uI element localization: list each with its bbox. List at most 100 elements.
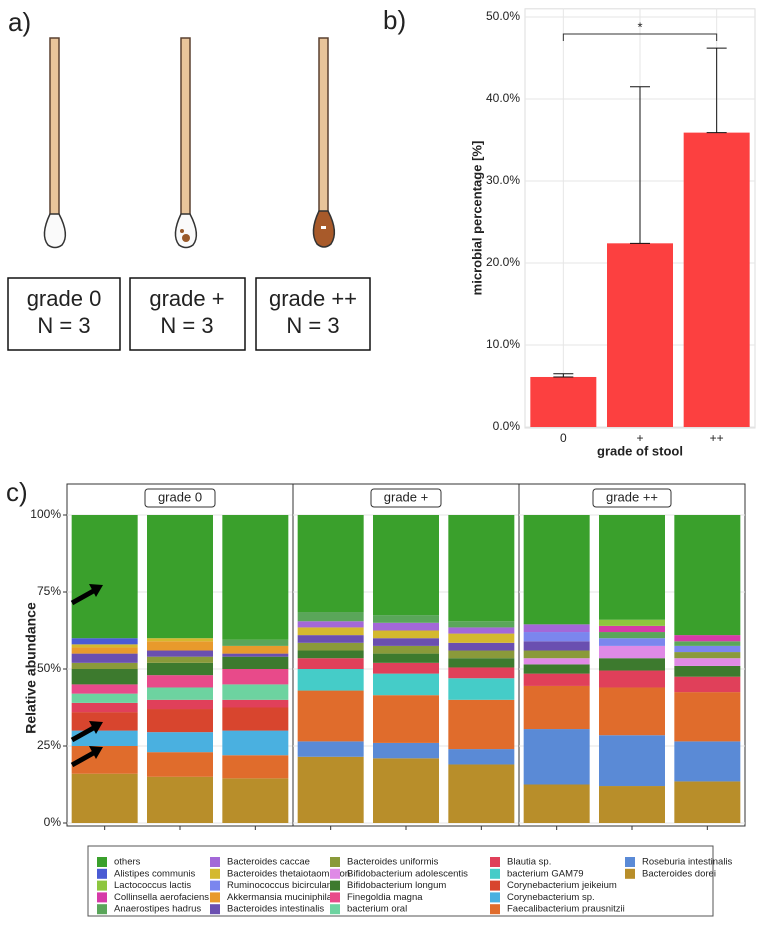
legend-label: Corynebacterium sp. — [507, 892, 595, 903]
bar-segment — [222, 653, 289, 657]
bar-segment — [373, 758, 439, 823]
bar-segment — [71, 638, 138, 645]
bar-segment — [674, 741, 741, 782]
bar-segment — [373, 653, 439, 663]
bar-segment — [297, 621, 364, 628]
bar-segment — [599, 687, 665, 736]
bar-segment — [523, 784, 590, 823]
bar-segment — [71, 684, 138, 694]
bar-segment — [222, 778, 289, 823]
bar-segment — [71, 662, 138, 669]
arrow-head — [89, 721, 103, 734]
legend-box — [87, 845, 714, 917]
bar-segment — [222, 707, 289, 731]
legend-swatch — [97, 892, 107, 903]
facet-label: grade + — [384, 489, 428, 504]
arrow — [70, 586, 99, 606]
legend-label: Bifidobacterium adolescentis — [347, 868, 468, 879]
bar-segment — [674, 676, 741, 693]
y-tick-label: 0.0% — [493, 419, 521, 433]
x-tick-label: ++ — [710, 431, 724, 445]
bar-segment — [448, 515, 515, 622]
bar-segment — [222, 639, 289, 646]
bar-segment — [222, 699, 289, 708]
bar-segment — [147, 641, 213, 651]
bar-segment — [71, 669, 138, 685]
arrow-head — [89, 584, 103, 597]
grade-box — [129, 277, 246, 351]
bar-segment — [71, 773, 138, 823]
bar-segment — [373, 695, 439, 743]
bar-segment — [448, 633, 515, 643]
bar-segment — [448, 764, 515, 823]
facet-label: grade ++ — [606, 489, 658, 504]
bar-segment — [147, 638, 213, 642]
bar-segment — [297, 642, 364, 651]
bar-segment — [222, 656, 289, 669]
swab — [43, 37, 67, 249]
bar-segment — [222, 645, 289, 654]
bar-segment — [297, 690, 364, 742]
significance-label: * — [637, 19, 642, 34]
facet-strip — [370, 488, 442, 508]
bar-segment — [297, 650, 364, 659]
facet-strip — [144, 488, 216, 508]
facet-strip — [592, 488, 672, 508]
bar-segment — [71, 693, 138, 703]
bar-segment — [222, 515, 289, 640]
bar-segment — [373, 645, 439, 654]
sample-count: N = 3 — [286, 313, 339, 338]
panel-label: c) — [6, 477, 28, 507]
bar-segment — [373, 662, 439, 674]
legend-label: bacterium GAM79 — [507, 868, 584, 879]
legend-label: Collinsella aerofaciens — [114, 892, 209, 903]
y-tick-label: 25% — [37, 738, 61, 752]
panel-label: a) — [8, 7, 31, 37]
bar-segment — [674, 692, 741, 742]
bar-segment — [373, 622, 439, 631]
bar-segment — [448, 667, 515, 679]
bar-segment — [147, 656, 213, 663]
bar-segment — [373, 638, 439, 646]
legend-label: Bifidobacterium longum — [347, 880, 446, 891]
legend-swatch — [97, 880, 107, 891]
bar-segment — [448, 699, 515, 750]
bar-segment — [71, 644, 138, 648]
bar-segment — [523, 729, 590, 785]
legend-swatch — [490, 904, 500, 915]
bar-segment — [523, 632, 590, 642]
grade-box — [255, 277, 371, 351]
bar-segment — [373, 615, 439, 623]
legend-label: Bacteroides caccae — [227, 857, 310, 868]
bar-segment — [147, 687, 213, 700]
y-tick-label: 50% — [37, 661, 61, 675]
bar-segment — [147, 662, 213, 676]
bar-segment — [297, 635, 364, 643]
legend-label: others — [114, 857, 141, 868]
legend-swatch — [330, 868, 340, 879]
bar-segment — [674, 635, 741, 642]
legend-label: Ruminococcus bicirculans — [227, 880, 337, 891]
x-axis-title: grade of stool — [597, 443, 683, 458]
y-tick-label: 100% — [30, 507, 61, 521]
arrow — [70, 723, 99, 743]
bar-segment — [599, 735, 665, 787]
y-tick-label: 40.0% — [486, 91, 520, 105]
panel-label: b) — [383, 5, 406, 35]
legend-label: Bacteroides uniformis — [347, 857, 439, 868]
y-axis-title: Relative abundance — [23, 602, 39, 734]
bar-segment — [448, 678, 515, 700]
legend-label: Bacteroides thetaiotaomicron — [227, 868, 350, 879]
legend-swatch — [210, 892, 220, 903]
bar-segment — [297, 669, 364, 691]
bar-segment — [674, 665, 741, 677]
bar-segment — [147, 699, 213, 710]
legend-swatch — [210, 868, 220, 879]
bar-segment — [147, 776, 213, 823]
legend-label: Anaerostipes hadrus — [114, 904, 201, 915]
bar-segment — [674, 658, 741, 666]
bar-segment — [297, 515, 364, 613]
legend-label: Akkermansia muciniphila — [227, 892, 333, 903]
bar — [607, 243, 673, 427]
